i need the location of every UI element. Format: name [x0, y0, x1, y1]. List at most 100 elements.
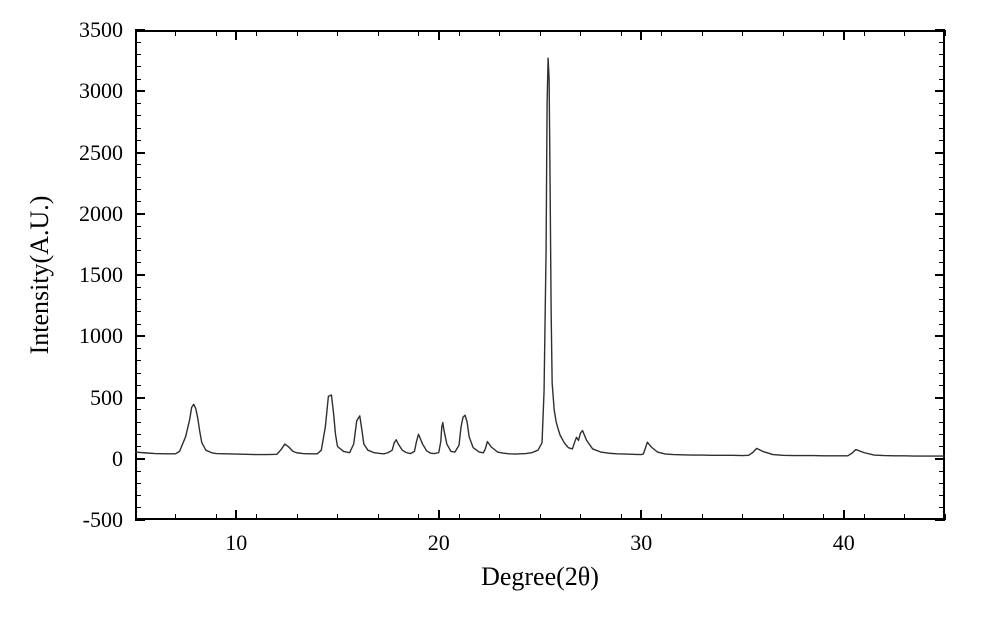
y-minor-tick: [135, 164, 141, 165]
y-minor-tick: [135, 128, 141, 129]
y-tick: [135, 458, 145, 460]
x-minor-tick: [783, 514, 784, 520]
x-tick: [843, 510, 845, 520]
x-tick-label: 30: [630, 530, 652, 556]
y-minor-tick: [135, 66, 141, 67]
x-minor-tick-top: [337, 30, 338, 36]
x-minor-tick-top: [418, 30, 419, 36]
y-minor-tick-right: [939, 201, 945, 202]
y-minor-tick-right: [939, 446, 945, 447]
y-minor-tick: [135, 42, 141, 43]
y-minor-tick: [135, 140, 141, 141]
y-tick-label: -500: [83, 507, 123, 533]
y-tick-right: [935, 397, 945, 399]
y-minor-tick-right: [939, 115, 945, 116]
x-minor-tick-top: [823, 30, 824, 36]
y-minor-tick-right: [939, 495, 945, 496]
x-tick: [640, 510, 642, 520]
x-minor-tick: [297, 514, 298, 520]
y-minor-tick: [135, 385, 141, 386]
y-tick-label: 500: [90, 385, 123, 411]
x-minor-tick: [459, 514, 460, 520]
y-minor-tick: [135, 422, 141, 423]
x-minor-tick: [823, 514, 824, 520]
y-minor-tick: [135, 348, 141, 349]
y-tick-label: 3500: [79, 17, 123, 43]
y-tick-label: 2000: [79, 201, 123, 227]
x-minor-tick-top: [499, 30, 500, 36]
y-minor-tick: [135, 495, 141, 496]
y-tick-right: [935, 519, 945, 521]
y-minor-tick: [135, 299, 141, 300]
y-minor-tick: [135, 226, 141, 227]
x-minor-tick-top: [661, 30, 662, 36]
x-tick-top: [235, 30, 237, 40]
y-tick-right: [935, 90, 945, 92]
y-tick-right: [935, 458, 945, 460]
y-minor-tick: [135, 238, 141, 239]
y-tick: [135, 519, 145, 521]
x-tick-top: [640, 30, 642, 40]
y-tick: [135, 152, 145, 154]
y-minor-tick-right: [939, 471, 945, 472]
y-minor-tick: [135, 483, 141, 484]
y-minor-tick-right: [939, 42, 945, 43]
y-tick: [135, 213, 145, 215]
x-minor-tick-top: [702, 30, 703, 36]
x-tick-top: [843, 30, 845, 40]
y-minor-tick-right: [939, 385, 945, 386]
y-tick: [135, 274, 145, 276]
x-minor-tick: [864, 514, 865, 520]
y-tick-right: [935, 152, 945, 154]
y-minor-tick-right: [939, 287, 945, 288]
y-minor-tick-right: [939, 360, 945, 361]
x-minor-tick: [742, 514, 743, 520]
y-minor-tick-right: [939, 103, 945, 104]
y-minor-tick-right: [939, 324, 945, 325]
y-minor-tick: [135, 54, 141, 55]
y-minor-tick: [135, 434, 141, 435]
x-tick-label: 10: [225, 530, 247, 556]
y-minor-tick-right: [939, 311, 945, 312]
y-minor-tick-right: [939, 66, 945, 67]
y-minor-tick: [135, 103, 141, 104]
y-minor-tick-right: [939, 262, 945, 263]
y-tick-right: [935, 335, 945, 337]
x-minor-tick: [621, 514, 622, 520]
y-minor-tick: [135, 287, 141, 288]
xrd-figure: 10203040-5000500100015002000250030003500…: [0, 0, 1000, 621]
x-minor-tick: [499, 514, 500, 520]
y-minor-tick: [135, 115, 141, 116]
y-minor-tick: [135, 262, 141, 263]
x-tick-label: 40: [833, 530, 855, 556]
y-minor-tick-right: [939, 189, 945, 190]
x-minor-tick: [175, 514, 176, 520]
y-tick-right: [935, 29, 945, 31]
y-minor-tick: [135, 446, 141, 447]
x-minor-tick: [540, 514, 541, 520]
x-minor-tick-top: [175, 30, 176, 36]
x-minor-tick: [378, 514, 379, 520]
x-tick-label: 20: [428, 530, 450, 556]
x-minor-tick-top: [783, 30, 784, 36]
x-minor-tick-top: [540, 30, 541, 36]
x-minor-tick-top: [580, 30, 581, 36]
y-minor-tick-right: [939, 140, 945, 141]
x-minor-tick: [418, 514, 419, 520]
y-minor-tick: [135, 311, 141, 312]
y-minor-tick: [135, 373, 141, 374]
y-tick: [135, 90, 145, 92]
y-minor-tick: [135, 409, 141, 410]
x-minor-tick-top: [742, 30, 743, 36]
x-minor-tick-top: [378, 30, 379, 36]
y-minor-tick-right: [939, 483, 945, 484]
y-minor-tick: [135, 324, 141, 325]
x-minor-tick-top: [864, 30, 865, 36]
y-minor-tick-right: [939, 299, 945, 300]
y-tick-label: 1000: [79, 323, 123, 349]
y-axis-label: Intensity(A.U.): [25, 196, 55, 355]
x-tick: [235, 510, 237, 520]
xrd-line-series: [0, 0, 1000, 621]
y-tick-right: [935, 213, 945, 215]
x-minor-tick-top: [621, 30, 622, 36]
